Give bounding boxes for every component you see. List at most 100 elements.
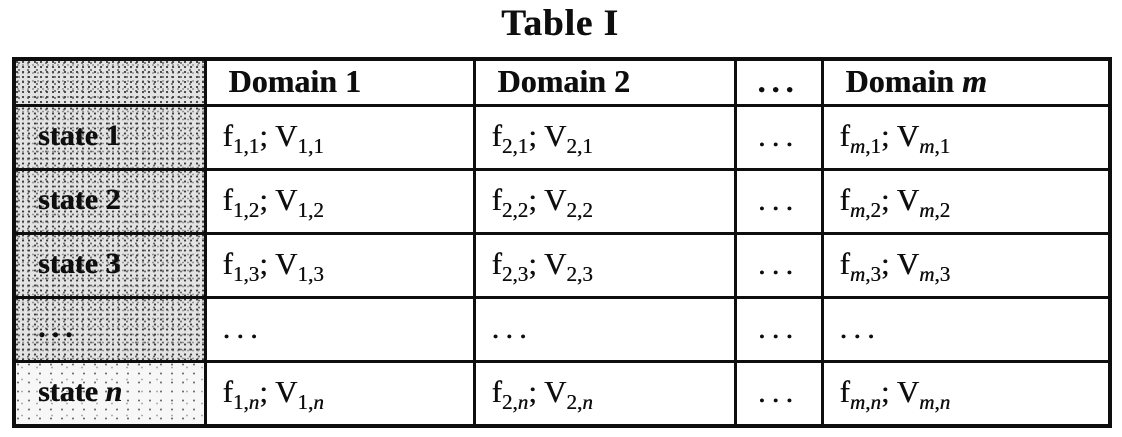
text-segment: 1,2 xyxy=(232,198,260,223)
text-segment: m xyxy=(919,134,935,159)
text-segment: 2,1 xyxy=(501,134,529,159)
text-segment: ... xyxy=(757,310,800,346)
text-segment: 1,3 xyxy=(297,262,324,287)
text-segment: m xyxy=(849,134,866,159)
text-segment: ... xyxy=(757,246,800,282)
table-cell: f2,n; V2,n xyxy=(472,359,737,428)
table-header-row: Domain 1 Domain 2... Domain m xyxy=(12,57,1112,107)
table-cell: ... xyxy=(733,104,824,171)
row-header: state 1 xyxy=(12,104,207,171)
text-segment: ... xyxy=(757,182,800,218)
text-segment: ; V xyxy=(528,246,567,282)
text-segment: f xyxy=(839,374,850,410)
column-header: Domain 2 xyxy=(472,57,737,107)
text-segment: n xyxy=(105,375,123,409)
text-segment: f xyxy=(839,118,850,154)
text-segment: 2,2 xyxy=(566,198,593,223)
table-cell: f2,2; V2,2 xyxy=(472,167,737,235)
text-segment: 1,1 xyxy=(232,134,260,159)
column-header xyxy=(12,57,207,107)
text-segment: ; V xyxy=(259,118,298,154)
table-cell: ... xyxy=(472,295,737,363)
text-segment: 2,3 xyxy=(501,262,529,287)
row-header: ... xyxy=(12,295,207,363)
text-segment: m xyxy=(849,262,866,287)
text-segment: n xyxy=(582,390,593,415)
row-header: state 2 xyxy=(12,167,207,235)
text-segment: f xyxy=(491,374,502,410)
table-cell: fm,n; Vm,n xyxy=(820,359,1112,428)
text-segment: state xyxy=(38,375,106,409)
text-segment: ; V xyxy=(880,182,920,218)
text-segment: 2, xyxy=(501,390,518,415)
column-header: ... xyxy=(733,57,824,107)
text-segment: ; V xyxy=(528,182,567,218)
text-segment: Domain xyxy=(845,63,962,99)
text-segment: f xyxy=(222,118,233,154)
table-cell: f1,n; V1,n xyxy=(203,359,476,428)
text-segment: Domain 1 xyxy=(228,63,361,99)
text-segment: n xyxy=(248,390,260,415)
text-segment: ... xyxy=(839,310,881,346)
text-segment: ,3 xyxy=(865,262,881,287)
text-segment: ; V xyxy=(880,246,920,282)
text-segment: 1,2 xyxy=(297,198,324,223)
state-domain-table: Domain 1 Domain 2... Domain m state 1 f1,1;… xyxy=(12,57,1112,428)
text-segment: 1,1 xyxy=(297,134,324,159)
text-segment: m xyxy=(961,63,987,99)
text-segment: f xyxy=(222,246,233,282)
text-segment: state 1 xyxy=(38,119,121,153)
table-row: state 3 f1,3; V1,3 f2,3; V2,3... fm,3; Vm,3 xyxy=(12,231,1112,299)
text-segment: f xyxy=(491,182,502,218)
text-segment: ; V xyxy=(259,246,298,282)
text-segment: f xyxy=(222,182,233,218)
text-segment: state 2 xyxy=(38,183,121,217)
table-cell: f1,2; V1,2 xyxy=(203,167,476,235)
text-segment: m xyxy=(849,390,866,415)
table-cell: f2,1; V2,1 xyxy=(472,104,737,171)
text-segment: m xyxy=(919,390,935,415)
column-header: Domain 1 xyxy=(203,57,476,107)
table-cell: ... xyxy=(733,167,824,235)
text-segment: 2,2 xyxy=(501,198,529,223)
text-segment: ; V xyxy=(880,118,920,154)
text-segment: f xyxy=(839,182,850,218)
text-segment: ... xyxy=(491,310,533,346)
table-row: state n f1,n; V1,n f2,n; V2,n... fm,n; Vm,n xyxy=(12,359,1112,428)
table-row: state 2 f1,2; V1,2 f2,2; V2,2... fm,2; Vm,2 xyxy=(12,167,1112,235)
text-segment: ,1 xyxy=(865,134,881,159)
text-segment: ; V xyxy=(528,374,567,410)
row-header: state n xyxy=(12,359,207,428)
table-cell: fm,2; Vm,2 xyxy=(820,167,1112,235)
text-segment: m xyxy=(919,198,935,223)
text-segment: ,1 xyxy=(934,134,951,159)
text-segment: ; V xyxy=(880,374,920,410)
text-segment: ... xyxy=(757,118,800,154)
text-segment: ,2 xyxy=(934,198,951,223)
text-segment: n xyxy=(870,390,881,415)
text-segment: 2,3 xyxy=(566,262,593,287)
table-cell: fm,3; Vm,3 xyxy=(820,231,1112,299)
text-segment: ... xyxy=(222,310,264,346)
text-segment: 2, xyxy=(566,390,583,415)
table-cell: f1,3; V1,3 xyxy=(203,231,476,299)
table-cell: ... xyxy=(733,359,824,428)
text-segment: m xyxy=(919,262,935,287)
text-segment: ... xyxy=(38,311,79,345)
text-segment: f xyxy=(222,374,233,410)
table-cell: ... xyxy=(733,231,824,299)
text-segment: f xyxy=(491,118,502,154)
text-segment: ,3 xyxy=(934,262,951,287)
table-cell: ... xyxy=(203,295,476,363)
text-segment: , xyxy=(934,390,940,415)
text-segment: n xyxy=(313,390,324,415)
text-segment: f xyxy=(491,246,502,282)
table-title: Table I xyxy=(501,3,619,44)
text-segment: state 3 xyxy=(38,247,121,281)
table-row: ............... xyxy=(12,295,1112,363)
text-segment: ... xyxy=(757,63,800,99)
table-cell: ... xyxy=(733,295,824,363)
text-segment: , xyxy=(865,390,871,415)
text-segment: ,2 xyxy=(865,198,881,223)
row-header: state 3 xyxy=(12,231,207,299)
